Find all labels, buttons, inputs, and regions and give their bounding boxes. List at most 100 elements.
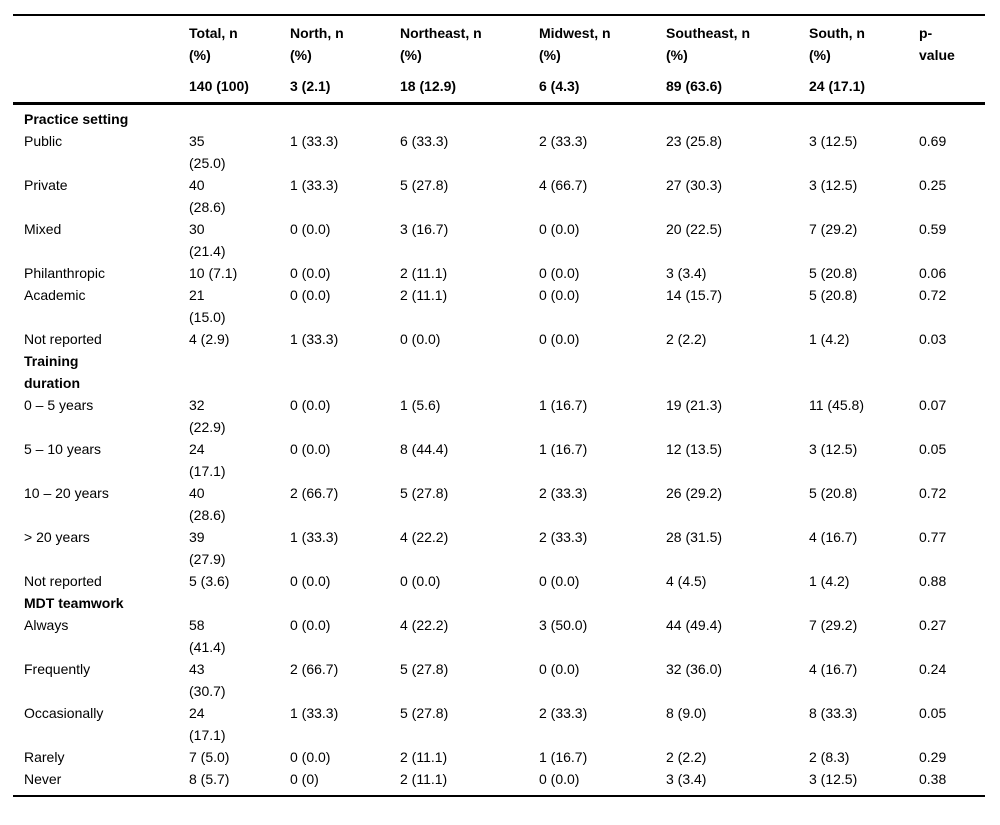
- table-cell: 5 (27.8): [400, 661, 449, 677]
- column-header: North, n (%): [290, 25, 344, 63]
- table-cell: 0 (0.0): [290, 617, 331, 633]
- table-cell: 8 (9.0): [666, 705, 707, 721]
- table-cell: 0 (0.0): [539, 771, 580, 787]
- table-cell: 1 (16.7): [539, 441, 588, 457]
- table-cell: 3 (3.4): [666, 265, 707, 281]
- table-cell: 0.05: [919, 441, 947, 457]
- column-count: 3 (2.1): [290, 78, 331, 94]
- table-cell: 8 (44.4): [400, 441, 449, 457]
- column-count: 24 (17.1): [809, 78, 866, 94]
- table-row: 10 – 20 years 40 (28.6) 2 (66.7) 5 (27.8) 2 …: [13, 482, 985, 526]
- table-cell: 1 (33.3): [290, 177, 339, 193]
- table-cell: 1 (16.7): [539, 397, 588, 413]
- table-cell: 0 (0.0): [400, 331, 441, 347]
- row-label: Philanthropic: [24, 265, 105, 281]
- table-row: Philanthropic 10 (7.1) 0 (0.0) 2 (11.1) 0 (0…: [13, 262, 985, 284]
- table-cell: 30 (21.4): [189, 221, 226, 259]
- table-row: Not reported 4 (2.9) 1 (33.3) 0 (0.0) 0 (0.0…: [13, 328, 985, 350]
- table-cell: 8 (5.7): [189, 771, 230, 787]
- section-title: MDT teamwork: [24, 595, 124, 611]
- row-label: 0 – 5 years: [24, 397, 94, 413]
- table-cell: 0 (0.0): [539, 331, 580, 347]
- header-label-cell: [24, 75, 189, 97]
- table-cell: 5 (20.8): [809, 485, 858, 501]
- table-cell: 24 (17.1): [189, 441, 226, 479]
- table-cell: 1 (16.7): [539, 749, 588, 765]
- row-label: 10 – 20 years: [24, 485, 109, 501]
- table-row: Mixed 30 (21.4) 0 (0.0) 3 (16.7) 0 (0.0) 20 (…: [13, 218, 985, 262]
- table-cell: 0 (0.0): [290, 397, 331, 413]
- row-label: Rarely: [24, 749, 65, 765]
- table-cell: 11 (45.8): [809, 397, 864, 413]
- table-cell: 1 (33.3): [290, 529, 339, 545]
- column-count: 6 (4.3): [539, 78, 580, 94]
- table-cell: 58 (41.4): [189, 617, 226, 655]
- table-cell: 14 (15.7): [666, 287, 723, 303]
- table-body: Practice setting Public 35 (25.0) 1 (33.3) 6…: [13, 105, 985, 795]
- table-top-rule: [13, 14, 985, 16]
- table-cell: 0 (0.0): [290, 441, 331, 457]
- section-row: Training duration: [13, 350, 985, 394]
- table-cell: 5 (27.8): [400, 177, 449, 193]
- table-cell: 0 (0.0): [290, 749, 331, 765]
- table-cell: 4 (66.7): [539, 177, 588, 193]
- table-cell: 0.59: [919, 221, 947, 237]
- table-cell: 2 (33.3): [539, 133, 588, 149]
- table-cell: 2 (66.7): [290, 661, 339, 677]
- table-row: Private 40 (28.6) 1 (33.3) 5 (27.8) 4 (66.7)…: [13, 174, 985, 218]
- table-cell: 20 (22.5): [666, 221, 723, 237]
- table-cell: 2 (2.2): [666, 331, 707, 347]
- table-cell: 5 (27.8): [400, 705, 449, 721]
- column-count: 140 (100): [189, 78, 249, 94]
- section-title: Practice setting: [24, 111, 129, 127]
- table-cell: 2 (11.1): [400, 771, 448, 787]
- table-cell: 1 (33.3): [290, 705, 339, 721]
- table-cell: 0.03: [919, 331, 947, 347]
- table-cell: 19 (21.3): [666, 397, 723, 413]
- table-cell: 12 (13.5): [666, 441, 723, 457]
- table-row: Not reported 5 (3.6) 0 (0.0) 0 (0.0) 0 (0.0)…: [13, 570, 985, 592]
- table-cell: 0 (0.0): [290, 573, 331, 589]
- table-cell: 0 (0.0): [539, 573, 580, 589]
- column-count: 89 (63.6): [666, 78, 723, 94]
- table-cell: 1 (4.2): [809, 573, 850, 589]
- table-cell: 23 (25.8): [666, 133, 723, 149]
- table-cell: 3 (12.5): [809, 771, 858, 787]
- table-cell: 0.05: [919, 705, 947, 721]
- table-cell: 5 (20.8): [809, 287, 858, 303]
- table-row: 0 – 5 years 32 (22.9) 0 (0.0) 1 (5.6) 1 (16.…: [13, 394, 985, 438]
- table-cell: 24 (17.1): [189, 705, 226, 743]
- table-cell: 3 (12.5): [809, 441, 858, 457]
- table-cell: 7 (5.0): [189, 749, 230, 765]
- table-header: Total, n (%) North, n (%) Northeast, n (%)…: [13, 16, 985, 102]
- table-cell: 0 (0.0): [290, 265, 331, 281]
- row-label: Always: [24, 617, 69, 633]
- table-cell: 6 (33.3): [400, 133, 449, 149]
- table-row: > 20 years 39 (27.9) 1 (33.3) 4 (22.2) 2 (33…: [13, 526, 985, 570]
- column-count: 18 (12.9): [400, 78, 457, 94]
- table-cell: 0 (0.0): [290, 287, 331, 303]
- table-row: Frequently 43 (30.7) 2 (66.7) 5 (27.8) 0 (0.…: [13, 658, 985, 702]
- table-header-rule: [13, 102, 985, 105]
- table-cell: 2 (11.1): [400, 287, 448, 303]
- table-cell: 2 (33.3): [539, 705, 588, 721]
- table-cell: 0.07: [919, 397, 947, 413]
- column-header: Southeast, n (%): [666, 25, 751, 63]
- table-cell: 4 (22.2): [400, 529, 449, 545]
- table-cell: 2 (66.7): [290, 485, 339, 501]
- table-cell: 0 (0.0): [290, 221, 331, 237]
- column-header: South, n (%): [809, 25, 865, 63]
- table-cell: 0 (0.0): [539, 287, 580, 303]
- table-cell: 2 (2.2): [666, 749, 707, 765]
- table-cell: 0.88: [919, 573, 947, 589]
- table-cell: 40 (28.6): [189, 177, 226, 215]
- table-cell: 0.72: [919, 485, 947, 501]
- table-cell: 2 (33.3): [539, 529, 588, 545]
- table-row: Always 58 (41.4) 0 (0.0) 4 (22.2) 3 (50.0) 44…: [13, 614, 985, 658]
- row-label: Frequently: [24, 661, 91, 677]
- table-cell: 32 (36.0): [666, 661, 723, 677]
- table-row: Rarely 7 (5.0) 0 (0.0) 2 (11.1) 1 (16.7) 2 (2…: [13, 746, 985, 768]
- table-row: Academic 21 (15.0) 0 (0.0) 2 (11.1) 0 (0.0) 1…: [13, 284, 985, 328]
- table-cell: 5 (27.8): [400, 485, 449, 501]
- table-cell: 3 (3.4): [666, 771, 707, 787]
